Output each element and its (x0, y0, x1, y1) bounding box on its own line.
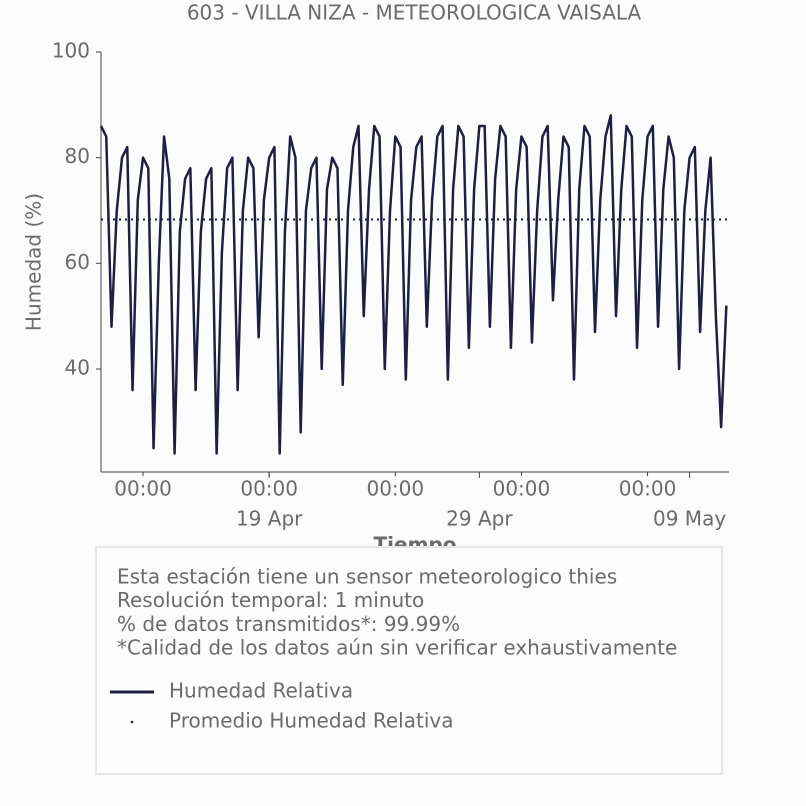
x-tick-label: 00:00 (619, 477, 677, 501)
y-tick-label: 40 (65, 355, 90, 379)
x-tick-label: 00:00 (366, 477, 424, 501)
y-tick-label: 80 (65, 144, 90, 168)
note-line: Esta estación tiene un sensor meteorolog… (117, 565, 617, 589)
y-tick-label: 60 (65, 250, 90, 274)
chart-title: 603 - VILLA NIZA - METEOROLOGICA VAISALA (187, 1, 642, 25)
humidity-line (99, 114, 728, 455)
x-tick-label: 00:00 (493, 477, 551, 501)
note-line: % de datos transmitidos*: 99.99% (117, 612, 460, 636)
y-tick-label: 100 (52, 39, 90, 63)
y-axis-label: Humedad (%) (22, 193, 46, 331)
x-major-tick-label: 09 May (653, 507, 726, 531)
x-tick-label: 00:00 (240, 477, 298, 501)
x-tick-label: 00:00 (114, 477, 172, 501)
x-major-tick-label: 29 Apr (446, 507, 513, 531)
note-line: *Calidad de los datos aún sin verificar … (117, 636, 677, 660)
legend-box (95, 546, 723, 775)
x-major-tick-label: 19 Apr (236, 507, 303, 531)
legend-dot-swatch (130, 720, 134, 724)
note-line: Resolución temporal: 1 minuto (117, 588, 424, 612)
legend-label: Humedad Relativa (169, 679, 353, 703)
legend-label: Promedio Humedad Relativa (169, 709, 453, 733)
